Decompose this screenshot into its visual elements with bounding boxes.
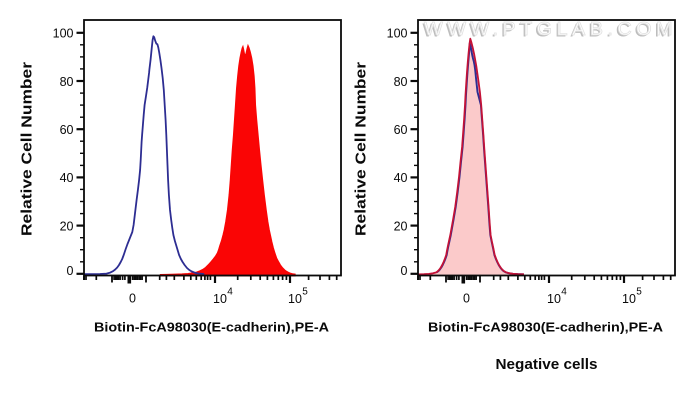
svg-text:Biotin-FcA98030(E-cadherin),PE: Biotin-FcA98030(E-cadherin),PE-A bbox=[94, 319, 330, 334]
svg-text:WWW.PTGLAB.COM: WWW.PTGLAB.COM bbox=[422, 21, 675, 41]
svg-text:40: 40 bbox=[394, 171, 408, 185]
svg-text:60: 60 bbox=[394, 123, 408, 137]
svg-text:4: 4 bbox=[227, 287, 233, 298]
svg-text:0: 0 bbox=[463, 292, 470, 306]
svg-text:20: 20 bbox=[394, 219, 408, 233]
svg-text:0: 0 bbox=[129, 292, 136, 306]
svg-text:20: 20 bbox=[60, 219, 74, 233]
svg-text:0: 0 bbox=[67, 264, 74, 278]
svg-text:10: 10 bbox=[213, 292, 227, 306]
svg-text:100: 100 bbox=[53, 27, 74, 41]
svg-text:Negative cells: Negative cells bbox=[496, 357, 598, 373]
svg-text:80: 80 bbox=[60, 75, 74, 89]
svg-text:0: 0 bbox=[401, 264, 408, 278]
svg-text:10: 10 bbox=[622, 292, 636, 306]
svg-text:10: 10 bbox=[288, 292, 302, 306]
svg-text:4: 4 bbox=[561, 287, 567, 298]
svg-text:Relative Cell Number: Relative Cell Number bbox=[20, 62, 36, 236]
svg-text:Biotin-FcA98030(E-cadherin),PE: Biotin-FcA98030(E-cadherin),PE-A bbox=[428, 319, 664, 334]
svg-text:Relative Cell Number: Relative Cell Number bbox=[354, 62, 370, 236]
svg-text:40: 40 bbox=[60, 171, 74, 185]
svg-text:60: 60 bbox=[60, 123, 74, 137]
svg-text:10: 10 bbox=[547, 292, 561, 306]
svg-text:5: 5 bbox=[636, 287, 642, 298]
svg-text:100: 100 bbox=[387, 27, 408, 41]
svg-text:WWW.PTGLAB.COM: WWW.PTGLAB.COM bbox=[424, 19, 677, 39]
svg-text:80: 80 bbox=[394, 75, 408, 89]
svg-text:5: 5 bbox=[302, 287, 308, 298]
